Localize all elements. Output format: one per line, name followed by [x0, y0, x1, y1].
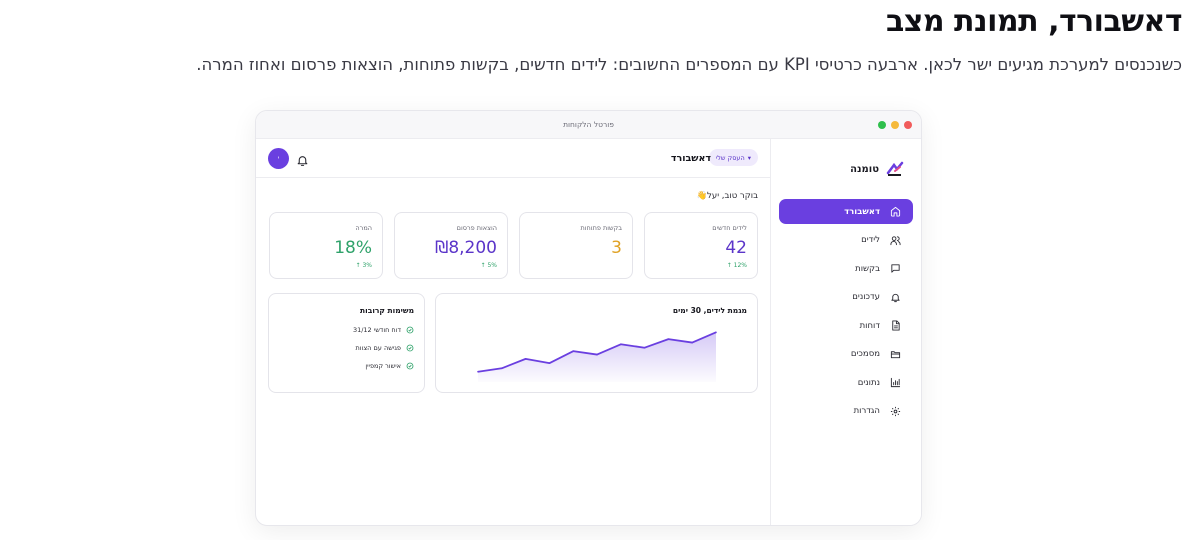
sidebar-item-label: דאשבורד: [844, 206, 880, 217]
panel-title: משימות קרובות: [360, 306, 414, 315]
chart-point: [477, 370, 479, 373]
chart-point: [524, 358, 527, 360]
sidebar-item-label: עדכונים: [852, 292, 880, 302]
bar-chart-icon: [890, 377, 901, 388]
chart-area-fill: [478, 332, 716, 382]
kpi-trend: ↑ 5%: [480, 262, 497, 269]
chart-point: [643, 346, 646, 349]
sidebar: טומנה דאשבורד לידים בקשות עדכונים דוחות: [770, 139, 921, 525]
page-subheadline: כשנכנסים למערכת מגיעים ישר לכאן. ארבעה כ…: [196, 55, 1182, 74]
task-item[interactable]: דוח חודשי 31/12: [353, 326, 414, 334]
users-icon: [890, 235, 901, 245]
brand: טומנה: [850, 161, 905, 177]
chart-point: [572, 350, 574, 352]
kpi-trend: ↑ 12%: [726, 262, 747, 269]
sidebar-item-label: הגדרות: [853, 406, 880, 416]
sidebar-item-updates[interactable]: עדכונים: [779, 285, 913, 310]
kpi-trend: ↑ 3%: [355, 262, 372, 269]
task-label: פגישה עם הצוות: [355, 344, 401, 352]
leads-trend-panel: מגמת לידים, 30 ימים: [435, 293, 758, 393]
kpi-card-ad-spend[interactable]: הוצאות פרסום ₪8,200 ↑ 5%: [394, 212, 508, 279]
close-dot[interactable]: [904, 121, 912, 129]
main-content: ▾ העסק שלי דאשבורד י בוקר טוב, יעל👋 לידי…: [256, 139, 770, 525]
check-circle-icon: [406, 344, 414, 352]
folder-icon: [890, 350, 901, 358]
kpi-label: המרה: [355, 224, 372, 232]
home-icon: [890, 206, 901, 217]
page-title: דאשבורד: [670, 153, 711, 164]
bell-icon: [891, 293, 900, 302]
sidebar-item-label: דוחות: [859, 320, 880, 331]
window-title: פורטל הלקוחות: [563, 120, 614, 129]
notifications-button[interactable]: [296, 152, 309, 166]
avatar[interactable]: י: [268, 148, 289, 169]
gear-icon: [890, 406, 901, 416]
message-icon: [891, 264, 900, 273]
kpi-value: 42: [725, 238, 747, 258]
kpi-label: הוצאות פרסום: [456, 224, 497, 232]
kpi-label: לידים חדשים: [712, 224, 747, 232]
kpi-card-conversion[interactable]: המרה 18% ↑ 3%: [269, 212, 383, 279]
sidebar-item-label: לידים: [861, 235, 880, 245]
sidebar-item-label: מסמכים: [850, 349, 880, 359]
sidebar-item-leads[interactable]: לידים: [779, 228, 913, 253]
topbar: ▾ העסק שלי דאשבורד י: [256, 139, 770, 178]
minimize-dot[interactable]: [891, 121, 899, 129]
upcoming-tasks-panel: משימות קרובות דוח חודשי 31/12 פגישה עם ה…: [268, 293, 425, 393]
chart-point: [501, 367, 503, 370]
chart-point: [667, 338, 670, 340]
check-circle-icon: [406, 362, 414, 370]
chart-point: [715, 331, 717, 334]
check-circle-icon: [406, 326, 414, 334]
kpi-card-new-leads[interactable]: לידים חדשים 42 ↑ 12%: [644, 212, 758, 279]
chart-point: [691, 341, 693, 344]
file-icon: [892, 320, 900, 331]
window-controls: [878, 121, 912, 129]
brand-logo-icon: [885, 161, 905, 177]
page-headline: דאשבורד, תמונת מצב: [886, 4, 1182, 39]
kpi-value: 18%: [334, 238, 372, 258]
task-item[interactable]: פגישה עם הצוות: [356, 344, 414, 352]
business-selector-label: העסק שלי: [715, 153, 745, 162]
sidebar-item-documents[interactable]: מסמכים: [779, 342, 913, 367]
chart-point: [596, 353, 598, 356]
sidebar-item-reports[interactable]: דוחות: [779, 313, 913, 338]
chart-point: [548, 362, 551, 364]
sidebar-item-requests[interactable]: בקשות: [779, 256, 913, 281]
business-selector[interactable]: ▾ העסק שלי: [708, 149, 758, 166]
task-item[interactable]: אישור קמפיין: [365, 362, 414, 370]
panel-title: מגמת לידים, 30 ימים: [672, 306, 747, 315]
leads-trend-chart: [477, 331, 717, 382]
task-label: דוח חודשי 31/12: [352, 326, 401, 334]
task-label: אישור קמפיין: [365, 362, 401, 370]
sidebar-nav: דאשבורד לידים בקשות עדכונים דוחות מסמכים: [779, 199, 913, 427]
sidebar-item-settings[interactable]: הגדרות: [779, 399, 913, 424]
sidebar-item-dashboard[interactable]: דאשבורד: [779, 199, 913, 224]
bell-icon: [297, 156, 308, 166]
brand-name: טומנה: [850, 163, 879, 175]
app-window: פורטל הלקוחות טומנה דאשבורד: [255, 110, 922, 526]
sidebar-item-data[interactable]: נתונים: [779, 370, 913, 395]
kpi-label: בקשות פתוחות: [580, 224, 622, 232]
kpi-value: ₪8,200: [435, 238, 497, 258]
chart-point: [620, 343, 622, 346]
sidebar-item-label: בקשות: [855, 263, 880, 274]
sidebar-item-label: נתונים: [857, 377, 880, 388]
kpi-card-open-requests[interactable]: בקשות פתוחות 3: [519, 212, 633, 279]
maximize-dot[interactable]: [878, 121, 886, 129]
kpi-value: 3: [611, 238, 622, 258]
chevron-down-icon: ▾: [747, 153, 751, 162]
greeting: בוקר טוב, יעל👋: [696, 191, 758, 201]
window-titlebar: פורטל הלקוחות: [256, 111, 921, 139]
